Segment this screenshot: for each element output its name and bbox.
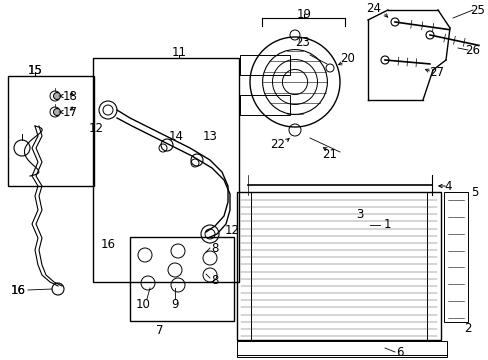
- Circle shape: [53, 108, 61, 116]
- Text: 6: 6: [395, 346, 403, 359]
- Text: 16: 16: [10, 284, 25, 297]
- Text: 12: 12: [88, 122, 103, 135]
- Bar: [237, 341, 446, 357]
- Bar: [240, 55, 289, 75]
- Text: 23: 23: [295, 36, 310, 49]
- Bar: [130, 237, 234, 321]
- Text: 18: 18: [62, 90, 77, 103]
- Text: 16: 16: [10, 284, 25, 297]
- Text: 7: 7: [156, 324, 163, 337]
- Bar: [93, 58, 239, 282]
- Text: 2: 2: [463, 321, 471, 334]
- Text: 8: 8: [211, 274, 218, 287]
- Text: 11: 11: [171, 45, 186, 58]
- Circle shape: [53, 93, 61, 99]
- Text: 16: 16: [101, 238, 115, 252]
- Bar: [443, 192, 467, 322]
- Text: 24: 24: [366, 1, 381, 14]
- Text: 27: 27: [428, 66, 444, 78]
- Text: 14: 14: [168, 130, 183, 143]
- Text: 26: 26: [465, 44, 480, 57]
- Bar: [237, 192, 250, 340]
- Text: 19: 19: [296, 8, 311, 21]
- Text: 9: 9: [171, 298, 179, 311]
- Bar: [8, 76, 94, 186]
- Text: 17: 17: [62, 105, 77, 118]
- Text: 12: 12: [224, 224, 239, 237]
- Text: 20: 20: [340, 51, 355, 64]
- Text: 5: 5: [470, 185, 478, 198]
- Text: 3: 3: [356, 208, 363, 221]
- Text: 13: 13: [202, 130, 217, 143]
- Text: 4: 4: [443, 180, 451, 193]
- Text: 25: 25: [469, 4, 485, 17]
- Text: 10: 10: [135, 298, 150, 311]
- Text: 1: 1: [383, 219, 390, 231]
- Bar: [426, 192, 440, 340]
- Text: 22: 22: [270, 138, 285, 150]
- Text: 15: 15: [27, 63, 42, 77]
- Text: 8: 8: [211, 242, 218, 255]
- Text: 21: 21: [322, 148, 337, 162]
- Text: 15: 15: [27, 63, 42, 77]
- Bar: [237, 192, 440, 340]
- Bar: [240, 95, 289, 115]
